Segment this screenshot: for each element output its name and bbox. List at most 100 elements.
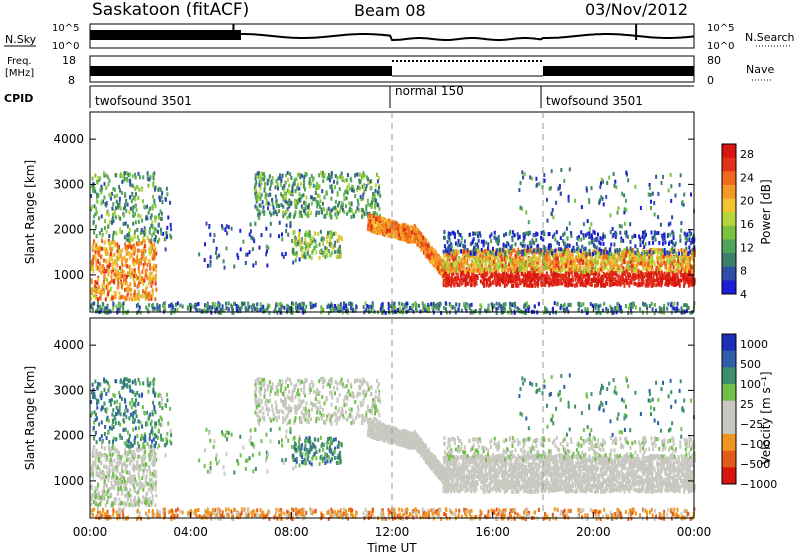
power-cell [110, 275, 113, 279]
power-cell [260, 176, 263, 181]
power-cell [392, 229, 395, 234]
power-cell [248, 232, 251, 237]
power-cell [152, 176, 155, 181]
power-cell [673, 280, 676, 285]
power-cell [505, 282, 508, 287]
power-cell [487, 251, 490, 256]
power-cell [111, 261, 114, 266]
power-cell [498, 264, 501, 269]
power-cell [469, 269, 472, 274]
power-cell [563, 241, 565, 246]
power-cell [303, 175, 306, 180]
power-cell [528, 283, 531, 288]
power-cell [684, 261, 687, 266]
power-cell [502, 248, 505, 253]
power-cell [552, 249, 555, 254]
power-cell [107, 239, 110, 243]
power-cell [620, 252, 623, 257]
power-cell [113, 272, 116, 277]
power-cell [111, 240, 114, 245]
power-cell [685, 273, 688, 277]
power-cell [531, 267, 534, 272]
power-cell [597, 278, 600, 283]
power-cell [446, 263, 449, 268]
power-cell [347, 183, 350, 188]
power-cell [150, 213, 153, 218]
power-cell [684, 235, 687, 240]
power-cell [337, 238, 340, 243]
power-cell [138, 238, 140, 243]
power-cell [221, 226, 224, 231]
power-cell [482, 243, 485, 248]
power-cell [589, 260, 592, 265]
power-cell [626, 279, 629, 283]
power-cell [125, 171, 128, 176]
power-cell [656, 266, 659, 271]
power-cell [233, 264, 236, 269]
power-cell [566, 282, 569, 287]
power-cell [683, 248, 686, 253]
power-cell [345, 204, 347, 209]
power-cell [343, 192, 345, 197]
power-cell [281, 173, 284, 178]
power-cell [155, 251, 158, 256]
power-cell [452, 268, 455, 273]
power-cell [650, 280, 653, 285]
power-cell [489, 282, 492, 287]
power-cell [688, 268, 691, 272]
power-cell [524, 281, 527, 286]
power-cell [509, 249, 512, 253]
power-cell [611, 260, 614, 265]
power-cell [330, 208, 333, 213]
power-cell [538, 277, 540, 282]
power-cell [532, 254, 535, 259]
power-cell [103, 273, 106, 278]
power-cell [413, 231, 416, 236]
power-cell [482, 276, 485, 281]
power-cell [612, 277, 615, 282]
power-cell [599, 262, 602, 267]
power-cell [128, 244, 131, 249]
power-cell [137, 295, 140, 300]
power-cell [370, 179, 373, 184]
power-cell [140, 256, 143, 261]
power-cell [255, 205, 258, 210]
power-cell [361, 184, 364, 189]
power-cell [142, 175, 145, 180]
power-cell [139, 277, 142, 282]
power-cell [370, 224, 373, 229]
power-cell [516, 262, 518, 267]
power-cell [292, 181, 295, 186]
power-cell [637, 277, 640, 282]
power-cell [124, 263, 127, 268]
power-cell [455, 269, 458, 274]
power-cell [260, 180, 263, 185]
power-cell [259, 195, 262, 200]
power-cell [285, 229, 288, 233]
power-cell [531, 270, 534, 275]
power-cell [302, 193, 305, 198]
power-cell [549, 266, 552, 271]
power-cell [95, 234, 98, 239]
power-cell [116, 255, 118, 260]
power-cell [489, 256, 492, 261]
power-cell [634, 244, 637, 249]
power-cell [446, 277, 449, 282]
power-cell [601, 269, 604, 274]
power-scatter-cells [90, 167, 696, 316]
power-cell [649, 265, 652, 270]
power-cell [340, 236, 343, 241]
power-cell [255, 180, 258, 185]
power-cell [552, 267, 555, 272]
power-cell [585, 278, 588, 283]
power-cell [608, 259, 611, 264]
power-cell [386, 233, 389, 238]
freq-tick-high: 18 [62, 54, 76, 67]
power-cell [604, 280, 607, 285]
power-cell [374, 202, 377, 207]
power-cell [561, 248, 564, 253]
power-cell [160, 195, 163, 200]
power-cell [507, 279, 510, 284]
power-cell [519, 281, 522, 286]
power-cell [271, 202, 274, 206]
